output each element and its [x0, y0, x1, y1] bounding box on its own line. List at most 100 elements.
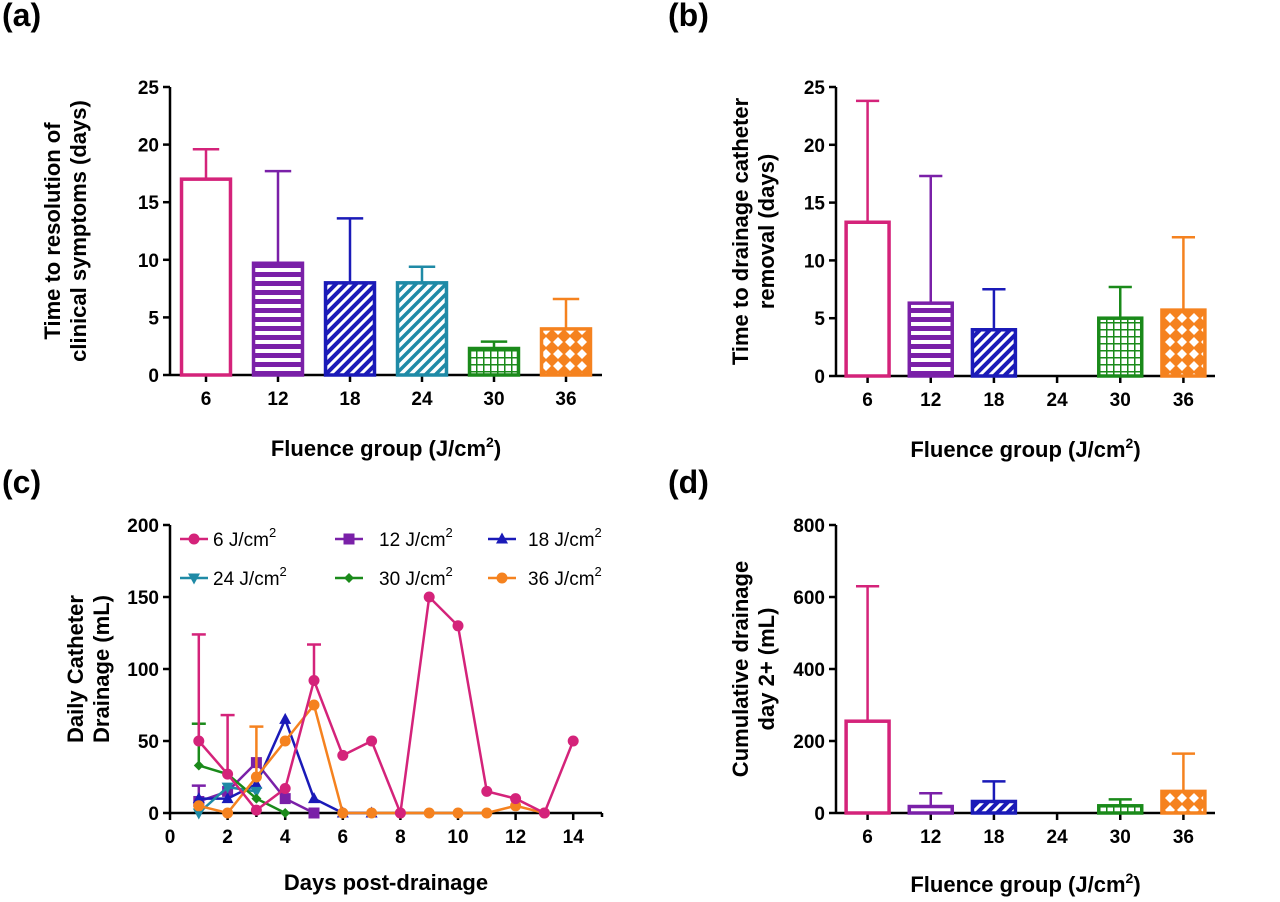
y-axis-label: Cumulative drainage day 2+ (mL) — [728, 561, 779, 777]
x-axis-label: Fluence group (J/cm2) — [271, 434, 501, 461]
marker-circle — [337, 807, 349, 819]
x-tick-label: 24 — [1047, 827, 1069, 848]
marker-circle — [308, 699, 320, 711]
bar-36 — [1160, 308, 1207, 378]
series-30 — [191, 722, 291, 818]
marker-circle — [567, 735, 579, 747]
legend-label-text: 36 J/cm — [528, 569, 595, 590]
y-axis-label: Time to drainage catheter removal (days) — [728, 97, 779, 365]
marker-diamond — [193, 760, 204, 771]
x-tick-label: 14 — [563, 827, 585, 848]
marker-circle — [496, 572, 508, 584]
y-tick-label: 25 — [138, 78, 160, 99]
marker-triangle — [221, 782, 234, 794]
legend-item: 24 J/cm2 — [180, 564, 287, 590]
legend-label-text: 12 J/cm — [379, 530, 446, 551]
legend-label-text: 18 J/cm — [528, 530, 595, 551]
marker-circle — [193, 735, 205, 747]
bar-6 — [844, 220, 891, 378]
y-tick-label: 0 — [814, 804, 825, 825]
panel-label: (d) — [668, 464, 709, 500]
x-axis-label-sup: 2 — [1126, 870, 1134, 886]
legend-label-text: 30 J/cm — [379, 569, 446, 590]
x-axis-label-sup: 2 — [1126, 435, 1134, 451]
marker-triangle — [192, 792, 205, 804]
x-axis-label-text: Fluence group (J/cm — [910, 437, 1125, 462]
panel-a-bar-chart: (a) 0 5 10 15 20 25 6 12 18 24 30 36 Time to resoluti… — [2, 0, 602, 461]
x-axis-label: Fluence group (J/cm2) — [910, 435, 1140, 462]
marker-circle — [538, 807, 550, 819]
y-axis-label-line: Time to drainage catheter — [728, 97, 753, 365]
legend-label: 30 J/cm2 — [379, 564, 453, 590]
y-tick-label: 600 — [793, 588, 825, 609]
y-tick-label: 200 — [793, 732, 825, 753]
series-line — [198, 702, 545, 815]
marker-triangle — [250, 786, 263, 798]
y-tick-label: 0 — [148, 804, 159, 825]
legend-label-sup: 2 — [446, 525, 453, 540]
marker-circle — [250, 771, 262, 783]
x-tick-label: 12 — [920, 827, 941, 848]
marker-circle — [423, 591, 435, 603]
y-tick-label: 5 — [814, 309, 825, 330]
y-axis-label-line: Drainage (mL) — [89, 595, 114, 743]
y-tick-label: 800 — [793, 516, 825, 537]
x-tick-label: 10 — [447, 827, 468, 848]
bar-24 — [395, 281, 449, 377]
marker-triangle — [188, 573, 200, 585]
legend-label-text: 24 J/cm — [213, 569, 280, 590]
panel-b-bar-chart: (b) 0 5 10 15 20 25 6 12 18 24 30 36 Time to drainage… — [668, 0, 1215, 462]
marker-circle — [452, 620, 464, 632]
marker-diamond — [251, 793, 262, 804]
marker-circle — [510, 793, 522, 805]
bar-36 — [1160, 789, 1207, 815]
legend-label-sup: 2 — [280, 564, 287, 579]
x-tick-label: 12 — [920, 390, 941, 411]
x-tick-label: 4 — [280, 827, 291, 848]
bar-12 — [907, 804, 954, 815]
x-axis-label-sup: 2 — [486, 434, 494, 450]
x-tick-label: 12 — [267, 389, 288, 410]
x-tick-label: 30 — [1110, 827, 1131, 848]
bar-6 — [844, 719, 891, 815]
marker-circle — [366, 807, 378, 819]
panel-label: (a) — [2, 0, 41, 33]
bar-36 — [539, 327, 593, 377]
x-tick-label: 6 — [862, 390, 873, 411]
series-line — [198, 764, 286, 815]
marker-circle — [193, 800, 205, 812]
legend-label: 24 J/cm2 — [213, 564, 287, 590]
y-tick-label: 0 — [814, 367, 825, 388]
legend-label-sup: 2 — [446, 564, 453, 579]
y-axis-label-line: removal (days) — [754, 154, 779, 309]
y-tick-label: 5 — [148, 308, 159, 329]
x-tick-label: 18 — [339, 389, 360, 410]
series-36 — [193, 699, 550, 819]
x-tick-label: 6 — [862, 827, 873, 848]
panel-label: (b) — [668, 0, 709, 33]
y-axis-label-line: day 2+ (mL) — [754, 608, 779, 731]
marker-circle — [481, 807, 493, 819]
bar-18 — [970, 799, 1018, 815]
y-axis-label: Daily Catheter Drainage (mL) — [63, 595, 114, 743]
legend-item: 12 J/cm2 — [335, 525, 453, 551]
x-tick-label: 30 — [1110, 390, 1131, 411]
legend-label: 36 J/cm2 — [528, 564, 602, 590]
marker-circle — [279, 735, 291, 747]
marker-triangle — [192, 808, 205, 820]
y-axis-label-line: Cumulative drainage — [728, 561, 753, 777]
legend-item: 6 J/cm2 — [180, 525, 276, 551]
marker-circle — [308, 675, 320, 687]
bar-6 — [179, 177, 233, 377]
marker-circle — [188, 533, 200, 545]
legend-label-sup: 2 — [269, 525, 276, 540]
x-tick-label: 18 — [983, 827, 1004, 848]
y-tick-label: 150 — [127, 588, 159, 609]
x-tick-label: 36 — [555, 389, 576, 410]
y-tick-label: 15 — [138, 193, 160, 214]
x-tick-label: 6 — [201, 389, 212, 410]
x-axis-label-tail: ) — [1133, 872, 1140, 897]
